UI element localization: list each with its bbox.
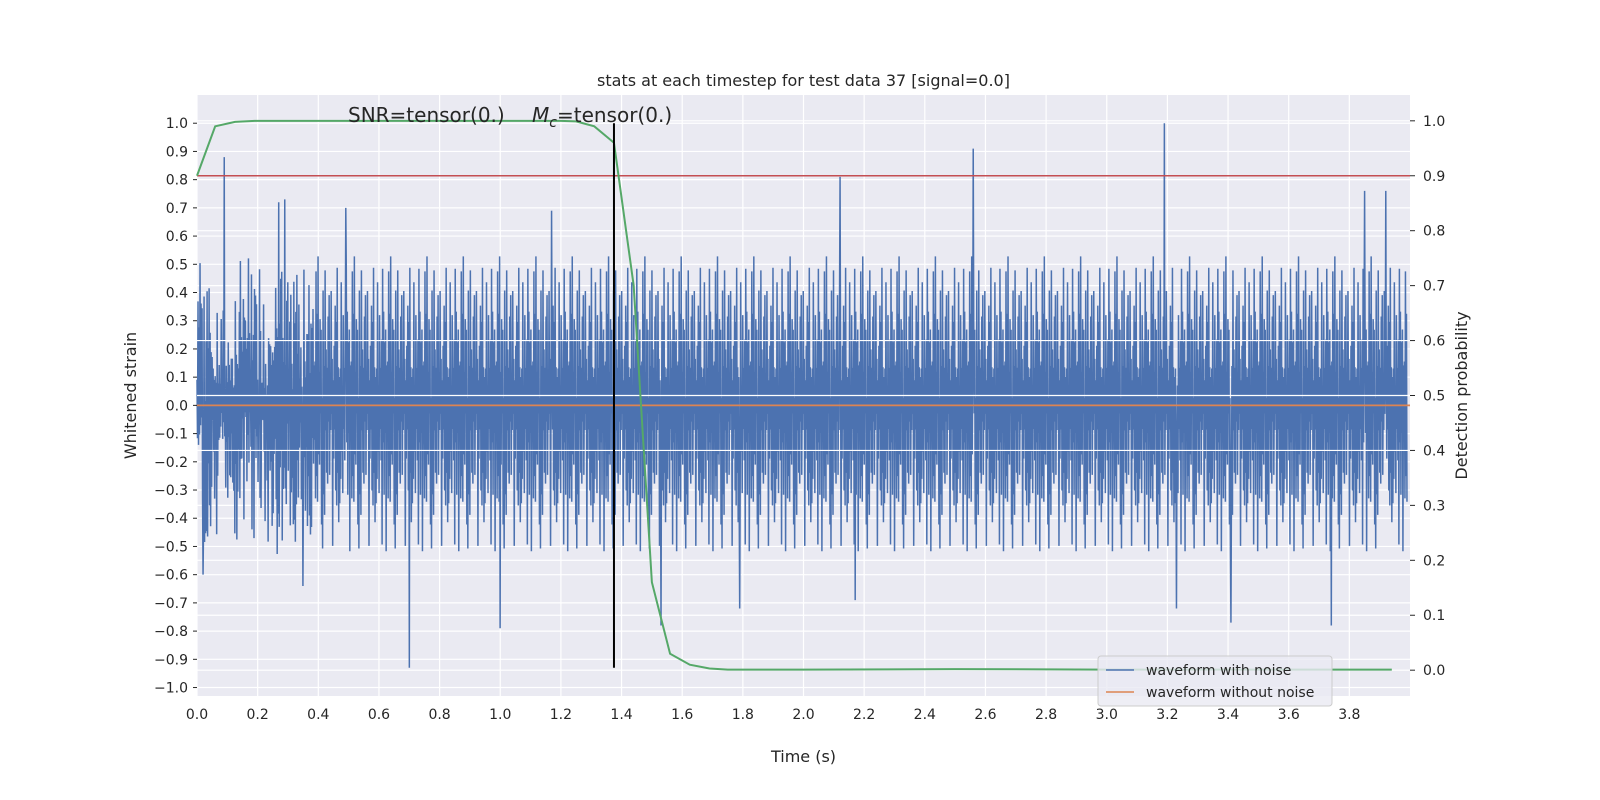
- chart-title: stats at each timestep for test data 37 …: [597, 71, 1010, 90]
- x-tick-label: 0.0: [186, 707, 208, 723]
- y-axis-left-label: Whitened strain: [121, 332, 140, 459]
- tick-labels: 0.0 0.2 0.4 0.6 0.8 1.0 1.2 1.4 1.6 1.8 2.0 2.2 2.4 2…: [154, 114, 1445, 723]
- y-right-tick-label: 0.8: [1423, 224, 1445, 240]
- y-right-tick-label: 0.5: [1423, 389, 1445, 405]
- legend-label-waveform-without-noise: waveform without noise: [1146, 685, 1314, 701]
- y-right-tick-label: 0.4: [1423, 443, 1445, 459]
- y-left-tick-label: 0.9: [166, 144, 188, 160]
- y-right-tick-label: 0.7: [1423, 279, 1445, 295]
- y-left-tick-label: 0.3: [166, 314, 188, 330]
- x-tick-label: 2.2: [853, 707, 875, 723]
- y-right-tick-label: 0.3: [1423, 498, 1445, 514]
- y-right-tick-label: 1.0: [1423, 114, 1445, 130]
- chirp-mass-annotation: Mc=tensor(0.): [532, 103, 672, 131]
- x-tick-label: 3.0: [1096, 707, 1118, 723]
- x-tick-label: 2.4: [914, 707, 936, 723]
- y-left-tick-label: −0.4: [154, 511, 188, 527]
- y-left-tick-label: −0.3: [154, 483, 188, 499]
- x-tick-label: 0.2: [247, 707, 269, 723]
- x-tick-label: 3.2: [1156, 707, 1178, 723]
- x-tick-label: 2.0: [792, 707, 814, 723]
- y-left-tick-label: 0.0: [166, 398, 188, 414]
- y-left-tick-label: −0.1: [154, 427, 188, 443]
- y-left-tick-label: −0.2: [154, 455, 188, 471]
- x-tick-label: 0.4: [307, 707, 329, 723]
- x-tick-label: 3.4: [1217, 707, 1239, 723]
- series-lines: [196, 119, 1410, 671]
- y-right-tick-label: 0.6: [1423, 334, 1445, 350]
- y-left-tick-label: −1.0: [154, 681, 188, 697]
- legend-label-waveform-with-noise: waveform with noise: [1146, 663, 1291, 679]
- x-tick-label: 1.0: [489, 707, 511, 723]
- x-tick-label: 1.6: [671, 707, 693, 723]
- y-right-tick-label: 0.1: [1423, 608, 1445, 624]
- x-tick-label: 2.8: [1035, 707, 1057, 723]
- y-left-tick-label: 0.2: [166, 342, 188, 358]
- x-tick-label: 3.8: [1338, 707, 1360, 723]
- waveform-with-noise-line: [196, 123, 1408, 668]
- y-left-tick-label: 0.7: [166, 201, 188, 217]
- y-left-tick-label: −0.7: [154, 596, 188, 612]
- y-right-tick-label: 0.9: [1423, 169, 1445, 185]
- mc-subscript: c: [549, 115, 557, 131]
- y-left-tick-label: −0.6: [154, 568, 188, 584]
- series-waveform-with-noise: [196, 123, 1408, 668]
- mc-symbol: M: [532, 103, 549, 127]
- y-right-tick-label: 0.0: [1423, 663, 1445, 679]
- y-left-tick-label: −0.9: [154, 652, 188, 668]
- y-left-tick-label: 0.1: [166, 370, 188, 386]
- x-tick-label: 1.4: [610, 707, 632, 723]
- y-left-tick-label: 0.8: [166, 173, 188, 189]
- snr-annotation: SNR=tensor(0.): [348, 103, 505, 127]
- x-tick-label: 2.6: [974, 707, 996, 723]
- y-axis-right-label: Detection probability: [1452, 311, 1471, 479]
- y-left-tick-label: 0.5: [166, 257, 188, 273]
- y-left-tick-label: 0.6: [166, 229, 188, 245]
- y-left-tick-label: 0.4: [166, 286, 188, 302]
- legend: waveform with noise waveform without noi…: [1097, 655, 1333, 707]
- x-tick-label: 1.8: [732, 707, 754, 723]
- x-axis-label: Time (s): [770, 747, 836, 766]
- x-tick-label: 0.6: [368, 707, 390, 723]
- y-left-tick-label: 1.0: [166, 116, 188, 132]
- x-tick-label: 3.6: [1278, 707, 1300, 723]
- x-tick-label: 1.2: [550, 707, 572, 723]
- y-left-tick-label: −0.5: [154, 539, 188, 555]
- y-right-tick-label: 0.2: [1423, 553, 1445, 569]
- y-left-tick-label: −0.8: [154, 624, 188, 640]
- legend-box: [1097, 655, 1333, 707]
- x-tick-label: 0.8: [428, 707, 450, 723]
- mc-value: =tensor(0.): [557, 103, 672, 127]
